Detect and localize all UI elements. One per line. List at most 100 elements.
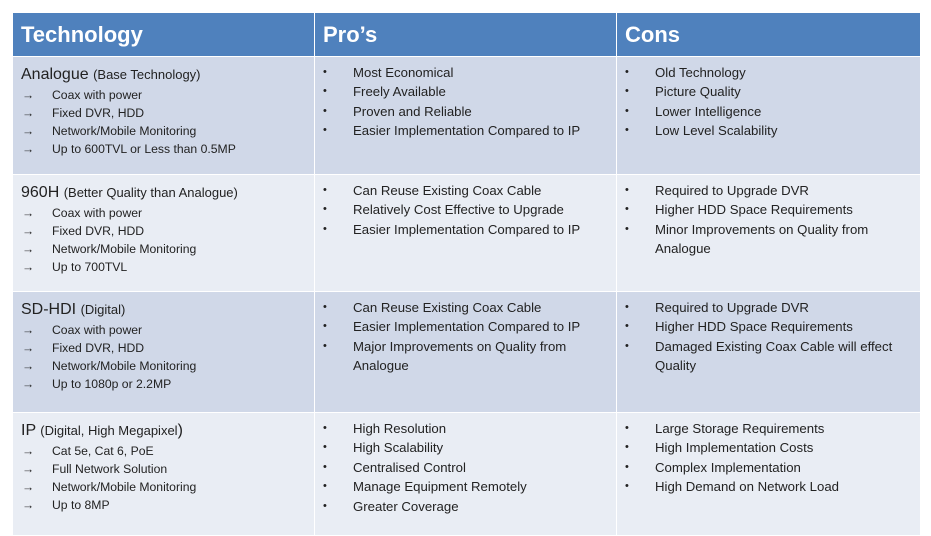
list-item: • Low Level Scalability <box>625 121 916 140</box>
bullet-icon: • <box>323 104 327 117</box>
list-item: • Large Storage Requirements <box>625 419 916 438</box>
list-item: • Higher HDD Space Requirements <box>625 200 916 219</box>
bullet-icon: • <box>323 184 327 196</box>
arrow-icon: → <box>22 242 35 256</box>
bullet-icon: • <box>323 66 327 78</box>
bullet-icon: • <box>625 339 629 352</box>
pros-list: • High Resolution • High Scalability • Cent… <box>323 419 612 516</box>
cons-list: • Required to Upgrade DVR • Higher HDD Spa… <box>625 181 916 259</box>
arrow-icon: → <box>22 142 35 156</box>
table-row-960h: 960H (Better Quality than Analogue) → Coa… <box>12 174 921 292</box>
list-item: • Easier Implementation Compared to IP <box>323 317 612 336</box>
bullet-icon: • <box>323 222 327 235</box>
arrow-icon: → <box>22 106 35 120</box>
list-item: → Full Network Solution <box>22 462 168 476</box>
technology-subtitle: (Base Technology) <box>93 67 201 82</box>
arrow-icon: → <box>22 462 35 476</box>
pros-list: • Can Reuse Existing Coax Cable • Easier I… <box>323 298 612 376</box>
list-item: • Required to Upgrade DVR <box>625 298 916 317</box>
list-item: • Easier Implementation Compared to IP <box>323 220 612 239</box>
technology-name: SD-HDI <box>21 301 77 318</box>
list-item: → Network/Mobile Monitoring <box>22 480 197 494</box>
list-item: • Required to Upgrade DVR <box>625 181 916 200</box>
bullet-icon: • <box>625 203 629 216</box>
technology-subtitle: (Better Quality than Analogue) <box>63 185 238 200</box>
arrow-icon: → <box>22 323 35 337</box>
list-item: • Manage Equipment Remotely <box>323 477 612 496</box>
arrow-icon: → <box>22 206 35 220</box>
list-item: • High Implementation Costs <box>625 438 916 457</box>
bullet-icon: • <box>323 499 327 512</box>
list-item: • Major Improvements on Quality from Anal… <box>323 337 612 376</box>
comparison-table: Technology Pro’s Cons Analogue (Base Tec… <box>12 12 921 536</box>
list-item: → Up to 1080p or 2.2MP <box>22 377 172 391</box>
list-item: • Complex Implementation <box>625 458 916 477</box>
arrow-icon: → <box>22 224 35 238</box>
bullet-icon: • <box>323 320 327 333</box>
cons-list: • Old Technology • Picture Quality • Lower … <box>625 63 916 141</box>
list-item: • Damaged Existing Coax Cable will effect… <box>625 337 916 376</box>
list-item: • Can Reuse Existing Coax Cable <box>323 298 612 317</box>
list-item: • Freely Available <box>323 82 612 101</box>
arrow-icon: → <box>22 480 35 494</box>
list-item: • Minor Improvements on Quality from Anal… <box>625 220 916 259</box>
list-item: • Proven and Reliable <box>323 102 612 121</box>
list-item: → Coax with power <box>22 206 143 220</box>
arrow-icon: → <box>22 498 35 512</box>
technology-subtitle: (Digital, High Megapixel <box>40 423 178 438</box>
feature-list: → Coax with power → Fixed DVR, HDD → Networ… <box>21 204 314 276</box>
pros-cell: • High Resolution • High Scalability • Cent… <box>314 412 617 536</box>
pros-list: • Most Economical • Freely Available • Prov… <box>323 63 612 141</box>
arrow-icon: → <box>22 124 35 138</box>
list-item: → Cat 5e, Cat 6, PoE <box>22 444 154 458</box>
pros-cell: • Most Economical • Freely Available • Prov… <box>314 56 617 175</box>
arrow-icon: → <box>22 377 35 391</box>
technology-name: IP <box>21 422 36 439</box>
list-item: → Up to 700TVL <box>22 260 128 274</box>
list-item: • Picture Quality <box>625 82 916 101</box>
technology-subtitle: (Digital) <box>80 302 126 317</box>
bullet-icon: • <box>323 460 327 473</box>
technology-cell: 960H (Better Quality than Analogue) → Coa… <box>12 174 315 292</box>
cons-list: • Large Storage Requirements • High Implem… <box>625 419 916 497</box>
feature-list: → Cat 5e, Cat 6, PoE → Full Network Soluti… <box>21 442 314 514</box>
list-item: → Coax with power <box>22 88 143 102</box>
bullet-icon: • <box>625 222 629 235</box>
technology-cell: Analogue (Base Technology) → Coax with po… <box>12 56 315 175</box>
arrow-icon: → <box>22 359 35 373</box>
subtitle-close: ) <box>177 422 183 439</box>
list-item: → Fixed DVR, HDD <box>22 341 145 355</box>
technology-cell: IP (Digital, High Megapixel) → Cat 5e, Ca… <box>12 412 315 536</box>
header-technology: Technology <box>12 12 315 57</box>
bullet-icon: • <box>625 320 629 333</box>
feature-list: → Coax with power → Fixed DVR, HDD → Networ… <box>21 86 314 158</box>
list-item: • Centralised Control <box>323 458 612 477</box>
table-row-analogue: Analogue (Base Technology) → Coax with po… <box>12 56 921 175</box>
pros-cell: • Can Reuse Existing Coax Cable • Easier I… <box>314 291 617 413</box>
pros-cell: • Can Reuse Existing Coax Cable • Relative… <box>314 174 617 292</box>
cons-list: • Required to Upgrade DVR • Higher HDD Spa… <box>625 298 916 376</box>
arrow-icon: → <box>22 444 35 458</box>
bullet-icon: • <box>323 441 327 454</box>
bullet-icon: • <box>625 104 629 117</box>
bullet-icon: • <box>625 460 629 473</box>
header-row: Technology Pro’s Cons <box>12 12 921 57</box>
bullet-icon: • <box>625 441 629 454</box>
bullet-icon: • <box>625 184 629 196</box>
bullet-icon: • <box>323 301 327 313</box>
cons-cell: • Large Storage Requirements • High Implem… <box>616 412 921 536</box>
table-row-ip: IP (Digital, High Megapixel) → Cat 5e, Ca… <box>12 412 921 536</box>
list-item: → Up to 600TVL or Less than 0.5MP <box>22 142 236 156</box>
list-item: • Relatively Cost Effective to Upgrade <box>323 200 612 219</box>
list-item: → Coax with power <box>22 323 143 337</box>
cons-cell: • Required to Upgrade DVR • Higher HDD Spa… <box>616 291 921 413</box>
list-item: → Fixed DVR, HDD <box>22 224 145 238</box>
bullet-icon: • <box>323 339 327 352</box>
bullet-icon: • <box>625 85 629 98</box>
cons-cell: • Old Technology • Picture Quality • Lower … <box>616 56 921 175</box>
list-item: • Higher HDD Space Requirements <box>625 317 916 336</box>
list-item: • High Scalability <box>323 438 612 457</box>
bullet-icon: • <box>625 480 629 493</box>
list-item: • Most Economical <box>323 63 612 82</box>
arrow-icon: → <box>22 341 35 355</box>
